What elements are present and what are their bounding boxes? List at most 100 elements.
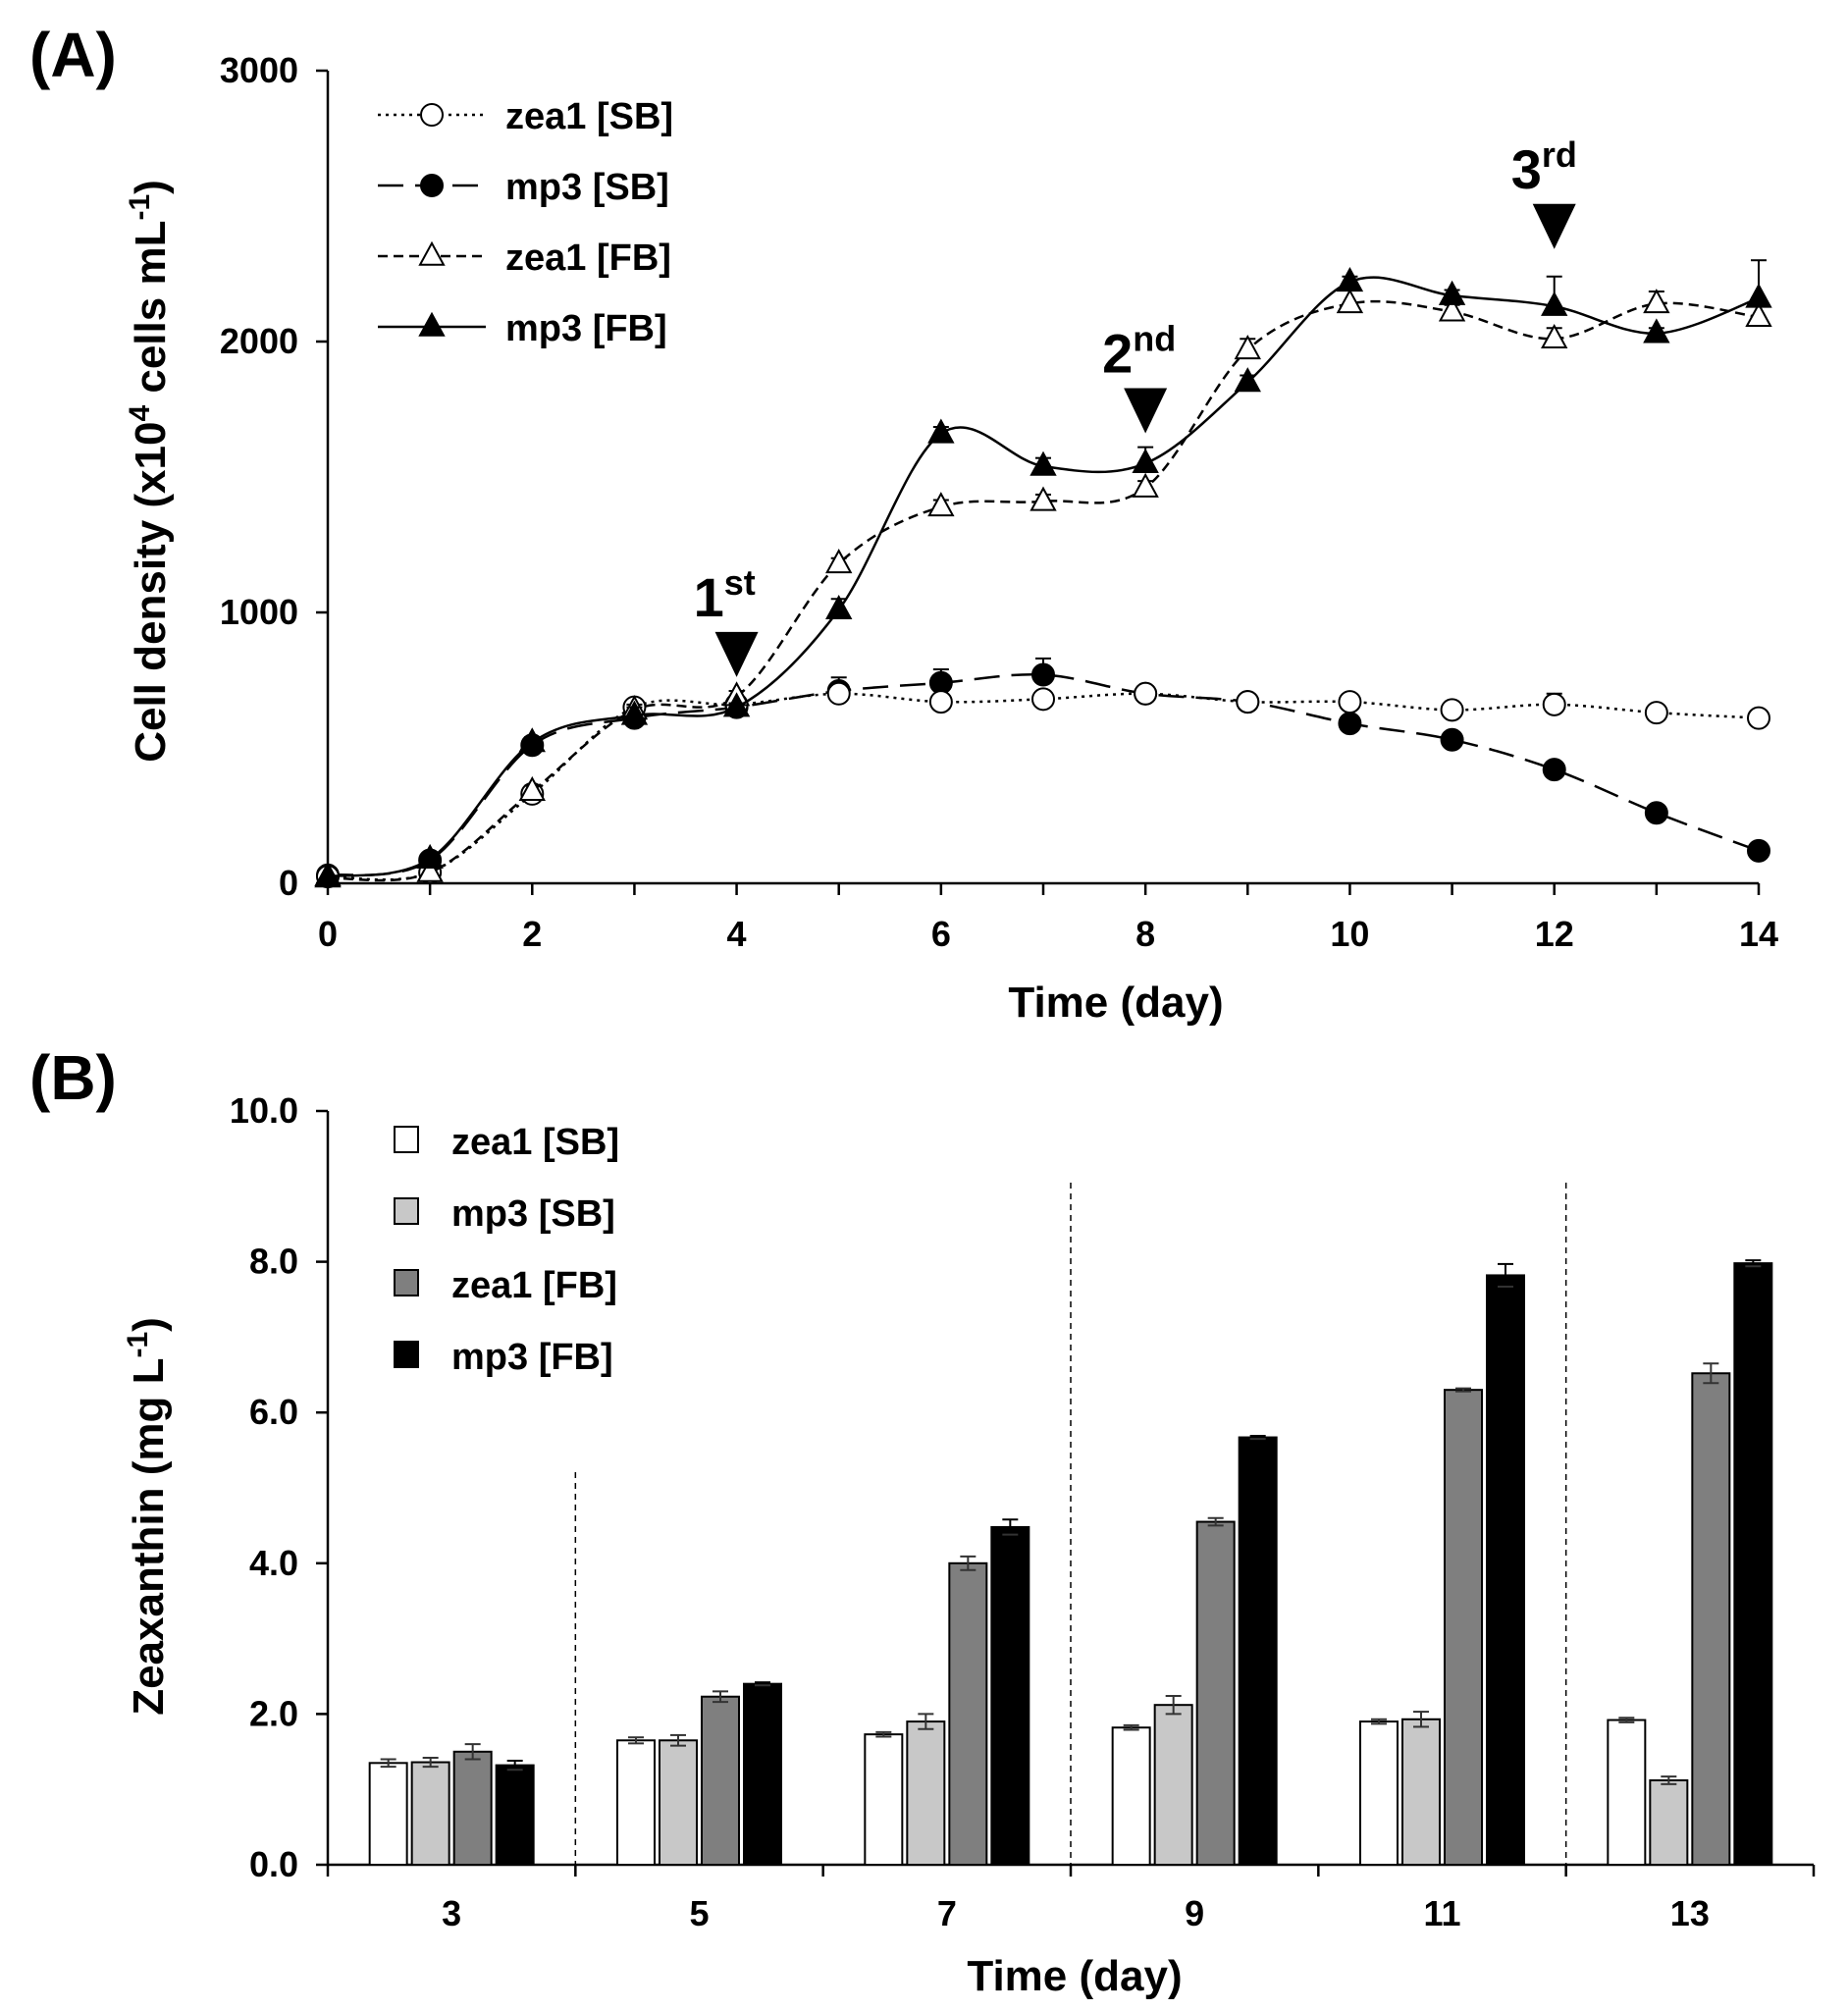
panel-b-x-tick-label: 3 [442,1893,461,1933]
bar-1 [410,1761,450,1866]
panel-b-legend: zea1 [SB] mp3 [SB] zea1 [FB] mp3 [FB] [394,1122,619,1378]
data-point [1542,758,1566,782]
panel-b-x-axis-title: Time (day) [967,1952,1182,2000]
data-point [1132,448,1159,473]
data-point [1643,318,1670,344]
bar-3 [1733,1262,1773,1866]
legend-label: mp3 [SB] [451,1193,615,1235]
legend-swatch [394,1269,419,1296]
data-point [1338,712,1362,736]
data-point [825,549,853,574]
data-point [314,861,342,886]
series-line-0 [327,692,1760,881]
panel-a-y-tick-label: 1000 [220,592,298,632]
panel-a-y-title-sup2: -1 [124,194,156,221]
bar-2 [1195,1520,1236,1867]
legend-swatch [394,1197,419,1225]
panel-a-y-tick-label: 2000 [220,321,298,361]
panel-a-x-axis-title: Time (day) [1008,979,1223,1027]
panel-a-x-tick-label: 12 [1535,914,1574,954]
data-point [1234,367,1261,393]
panel-b-y-tick-label: 4.0 [249,1543,298,1583]
data-point [1031,687,1055,712]
panel-b-y-title-part1: Zeaxanthin (mg L [125,1358,173,1716]
panel-b-y-tick-label: 0.0 [249,1844,298,1884]
data-point [927,492,955,517]
annotation-number: 1 [694,566,724,628]
legend-marker [418,240,446,266]
bar-3 [990,1525,1030,1867]
panel-a-x-tick-label: 4 [727,914,747,954]
bar-0 [1111,1726,1151,1866]
legend-label: zea1 [SB] [451,1122,619,1163]
annotation-suffix: nd [1133,318,1176,358]
panel-a-label: (A) [29,20,117,90]
panel-b-y-tick-label: 2.0 [249,1693,298,1733]
annotation-arrow [1124,388,1168,434]
panel-b-y-tick-label: 6.0 [249,1392,298,1432]
bar-0 [1607,1719,1647,1866]
data-point [1542,692,1566,716]
panel-a-annotations: 1st 2nd 3rd [694,134,1577,677]
data-point [1644,701,1668,725]
data-point [416,843,444,869]
series-line-1 [327,672,1760,876]
bar-2 [1691,1372,1731,1867]
panel-a-x-tick-label: 10 [1330,914,1369,954]
data-point [1643,289,1670,314]
panel-a-y-axis-title: Cell density (x104 cells mL-1) [124,180,175,763]
panel-a-y-tick-label: 0 [279,863,298,903]
panel-b-axes: 0.0 2.0 4.0 6.0 8.0 10.0 3 5 7 9 11 13 [230,1090,1816,1933]
bar-3 [1486,1274,1525,1866]
legend-label: mp3 [FB] [505,308,667,349]
legend-marker [420,174,444,197]
data-point [1541,291,1568,316]
annotation-suffix: rd [1542,134,1577,175]
legend-marker [420,103,444,127]
bar-1 [1401,1718,1441,1866]
data-point [1745,301,1772,327]
bar-0 [1359,1720,1399,1866]
data-point [1030,450,1057,476]
data-point [1438,280,1466,305]
annotation-suffix: st [724,562,756,603]
panel-a-x-tick-label: 0 [318,914,338,954]
annotation-arrow [714,631,759,677]
series-line-3 [327,276,1760,878]
data-point [518,775,546,801]
data-point [1030,486,1057,511]
panel-a-x-tick-label: 6 [931,914,951,954]
annotation-number: 3 [1511,138,1542,200]
bar-3 [495,1764,535,1867]
panel-a-y-title-part1: Cell density (x10 [127,422,175,763]
data-point [1644,801,1668,825]
panel-b-y-tick-label: 10.0 [230,1090,298,1131]
data-point [1338,690,1362,714]
panel-b-x-tick-label: 7 [937,1893,957,1933]
data-point [1438,296,1466,322]
data-point [1336,266,1364,292]
data-point [1440,698,1464,722]
bar-1 [906,1720,946,1866]
data-point [826,681,851,706]
bar-0 [616,1739,656,1867]
panel-b-x-tick-label: 9 [1185,1893,1204,1933]
data-point [1440,727,1464,752]
legend-label: mp3 [SB] [505,167,669,208]
data-point [1541,323,1568,349]
data-point [518,727,546,753]
bar-1 [1649,1778,1689,1867]
bar-2 [701,1695,740,1866]
bar-0 [368,1762,408,1866]
annotation-number: 2 [1102,322,1133,384]
panel-a-y-title-part2: cells mL [127,221,175,405]
panel-b-x-tick-label: 11 [1423,1893,1460,1933]
legend-swatch [394,1126,419,1153]
data-point [416,857,444,882]
data-point [1234,334,1261,360]
series-line-2 [327,299,1760,882]
data-point [928,690,953,714]
data-point [1132,472,1159,498]
